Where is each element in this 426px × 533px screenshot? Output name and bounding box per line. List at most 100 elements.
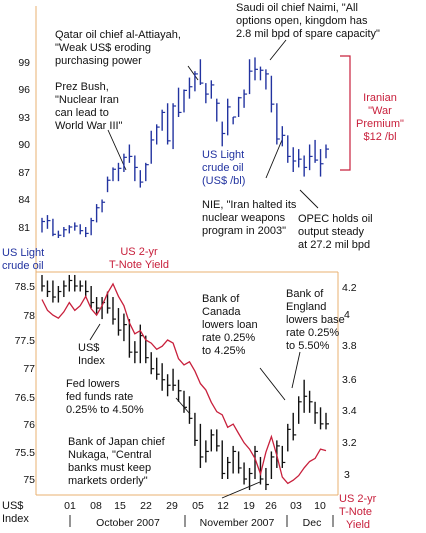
- pointer-opec: [299, 189, 319, 209]
- svg-text:at 27.2 mil bpd: at 27.2 mil bpd: [298, 239, 370, 251]
- oil-tick-96: 96: [18, 84, 30, 96]
- x-tick-29: 29: [166, 500, 178, 512]
- oil-axis-title-2: crude oil: [2, 260, 44, 272]
- yield-title-bottom-1: US 2-yr: [339, 493, 377, 505]
- usd-bar: [216, 429, 220, 452]
- x-axis-ticks: 01 08 15 22 29 05 12 19 26 03 10: [64, 500, 326, 512]
- svg-text:Nukaga, "Central: Nukaga, "Central: [68, 449, 151, 461]
- oil-bar: [232, 116, 237, 125]
- usd-bar: [84, 280, 89, 298]
- usd-bar: [155, 357, 160, 380]
- yield-tick-3-4: 3.4: [342, 405, 357, 417]
- usd-bar: [243, 462, 248, 485]
- usd-bar: [106, 291, 111, 314]
- war-premium-bracket: [340, 55, 351, 171]
- oil-bar: [63, 227, 67, 238]
- yield-tick-4-2: 4.2: [342, 282, 357, 294]
- usd-bar: [194, 412, 198, 446]
- usd-axis-title-2: Index: [2, 513, 29, 525]
- annotation-usd-index: US$ Index: [78, 342, 105, 367]
- oil-bar: [210, 80, 215, 99]
- usd-bar: [265, 467, 269, 491]
- oil-bar: [95, 204, 100, 223]
- oil-bar: [254, 57, 258, 81]
- usd-bar: [308, 390, 313, 413]
- svg-text:NIE, "Iran halted its: NIE, "Iran halted its: [202, 199, 297, 211]
- oil-bar: [287, 135, 291, 163]
- oil-bar: [68, 225, 73, 234]
- oil-bar: [52, 218, 56, 237]
- oil-bar: [265, 69, 269, 90]
- oil-tick-90: 90: [18, 139, 30, 151]
- yield-tick-3-2: 3.2: [342, 437, 357, 449]
- annotation-crude-label: US Light crude oil (US$ /bl): [202, 149, 245, 187]
- oil-bar: [303, 155, 308, 177]
- svg-text:Canada: Canada: [202, 306, 241, 318]
- yield-tick-3: 3: [344, 469, 350, 481]
- svg-text:US Light: US Light: [202, 149, 244, 161]
- pointer-saudi: [269, 39, 287, 61]
- usd-bar: [248, 467, 253, 491]
- usd-tick-76: 76: [23, 419, 35, 431]
- svg-text:Bank of: Bank of: [202, 293, 240, 305]
- oil-bar: [199, 59, 204, 85]
- oil-bar: [205, 83, 209, 104]
- oil-tick-81: 81: [18, 222, 30, 234]
- tnote-yield-line: [41, 282, 327, 485]
- yield-title-bottom-2: T-Note: [339, 506, 372, 518]
- usd-tick-77: 77: [23, 363, 35, 375]
- usd-index-series: [41, 274, 329, 491]
- oil-bar: [172, 103, 177, 150]
- usd-bar: [74, 274, 78, 292]
- usd-bar: [210, 429, 215, 452]
- x-tick-10: 10: [314, 500, 326, 512]
- svg-text:crude oil: crude oil: [202, 162, 244, 174]
- usd-bar: [95, 297, 100, 314]
- usd-tick-76-5: 76.5: [15, 392, 36, 404]
- svg-text:rate 0.25%: rate 0.25%: [202, 332, 255, 344]
- svg-text:"Weak US$ eroding: "Weak US$ eroding: [55, 42, 151, 54]
- svg-text:World War III": World War III": [55, 120, 123, 132]
- x-tick-15: 15: [114, 500, 126, 512]
- x-tick-12: 12: [217, 500, 229, 512]
- oil-bar: [41, 217, 45, 233]
- oil-bar: [226, 98, 231, 136]
- usd-bar: [46, 280, 51, 298]
- svg-text:output steady: output steady: [298, 226, 365, 238]
- usd-bar: [221, 440, 226, 479]
- crude-oil-series: [41, 57, 329, 238]
- svg-text:0.25% to 4.50%: 0.25% to 4.50%: [66, 404, 144, 416]
- x-tick-03: 03: [290, 500, 302, 512]
- svg-text:markets orderly": markets orderly": [68, 475, 148, 487]
- usd-bar: [52, 280, 56, 303]
- svg-text:England: England: [286, 301, 326, 313]
- oil-y-ticks: 99 96 93 90 87 84 81: [18, 57, 30, 234]
- usd-bar: [134, 341, 138, 364]
- usd-bar: [303, 379, 308, 413]
- usd-bar: [259, 456, 264, 485]
- usd-bar: [297, 396, 302, 424]
- oil-bar: [134, 155, 138, 182]
- oil-bar: [177, 87, 182, 117]
- annotation-saudi: Saudi oil chief Naimi, "All options open…: [236, 2, 380, 40]
- usd-bar: [281, 445, 286, 468]
- svg-text:(US$ /bl): (US$ /bl): [202, 175, 245, 187]
- x-tick-26: 26: [265, 500, 277, 512]
- oil-bar: [128, 144, 133, 163]
- svg-text:Iranian: Iranian: [363, 92, 397, 104]
- oil-bar: [319, 149, 324, 177]
- usd-bar: [172, 368, 177, 391]
- usd-bar: [57, 286, 62, 303]
- usd-bar: [292, 412, 297, 441]
- svg-text:purchasing power: purchasing power: [55, 55, 142, 67]
- oil-bar: [292, 147, 297, 172]
- usd-tick-77-5: 77.5: [15, 335, 36, 347]
- oil-bar: [194, 71, 198, 92]
- oil-bar: [216, 98, 220, 122]
- yield-tick-3-6: 3.6: [342, 374, 357, 386]
- annotation-opec: OPEC holds oil output steady at 27.2 mil…: [298, 213, 373, 251]
- usd-bar: [314, 401, 319, 424]
- svg-text:OPEC holds oil: OPEC holds oil: [298, 213, 373, 225]
- annotation-qatar: Qatar oil chief al-Attiayah, "Weak US$ e…: [55, 29, 181, 67]
- svg-text:"War: "War: [368, 105, 392, 117]
